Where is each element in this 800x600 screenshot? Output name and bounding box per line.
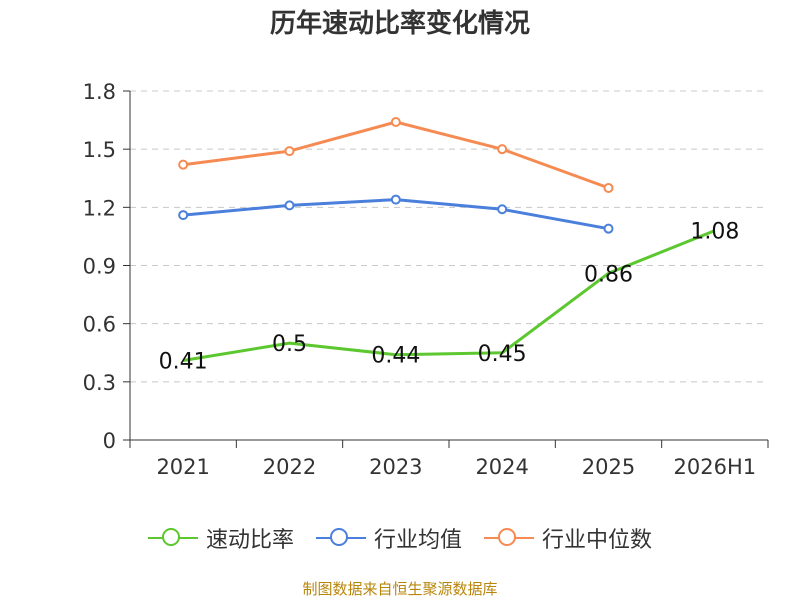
y-tick-label: 0.3 [83, 371, 116, 395]
data-point [284, 200, 295, 211]
x-tick-label: 2023 [369, 455, 422, 479]
y-tick-label: 1.2 [83, 196, 116, 220]
legend-item[interactable]: 速动比率 [147, 522, 294, 554]
x-tick-label: 2021 [156, 455, 209, 479]
data-label: 0.44 [371, 344, 420, 369]
x-tick-label: 2022 [263, 455, 316, 479]
legend-item[interactable]: 行业中位数 [484, 522, 652, 554]
y-tick-label: 0.6 [83, 313, 116, 337]
series-layer [178, 117, 716, 362]
series-line-0 [182, 229, 716, 362]
x-tick-label: 2024 [475, 455, 528, 479]
grid-layer [130, 90, 768, 383]
y-tick-label: 1.8 [83, 80, 116, 104]
data-label: 1.08 [690, 220, 739, 245]
legend-label: 行业均值 [373, 528, 462, 553]
data-label-layer: 0.41 0.5 0.44 0.45 0.86 1.08 [159, 220, 740, 375]
source-note: 制图数据来自恒生聚源数据库 [302, 580, 498, 598]
chart-title: 历年速动比率变化情况 [269, 9, 530, 39]
legend-label: 速动比率 [205, 528, 294, 553]
x-tick-label: 2025 [582, 455, 635, 479]
data-label: 0.86 [584, 262, 633, 287]
legend-item[interactable]: 行业均值 [315, 522, 462, 554]
data-point [284, 146, 295, 157]
data-point [497, 204, 508, 215]
axis-layer: 0 0.3 0.6 0.9 1.2 1.5 1.8 2021 2022 2023 2024 2025 2… [83, 80, 769, 479]
series-line-2 [183, 120, 610, 190]
data-label: 0.5 [272, 332, 307, 357]
legend-marker [484, 526, 534, 550]
data-label: 0.41 [159, 350, 208, 375]
data-point [178, 210, 189, 221]
data-point [603, 223, 614, 234]
legend: 速动比率 行业均值 行业中位数 [0, 520, 800, 556]
data-label: 0.45 [478, 342, 527, 367]
x-tick-label: 2026H1 [674, 455, 757, 479]
legend-marker [315, 526, 366, 550]
data-point [390, 194, 401, 205]
data-point [497, 144, 508, 155]
data-point [390, 117, 401, 128]
y-tick-label: 0 [103, 429, 116, 453]
y-tick-label: 0.9 [83, 255, 116, 279]
legend-marker [147, 526, 198, 550]
data-point [603, 182, 614, 193]
y-tick-label: 1.5 [83, 138, 116, 162]
data-point [178, 159, 189, 170]
legend-label: 行业中位数 [542, 528, 653, 553]
